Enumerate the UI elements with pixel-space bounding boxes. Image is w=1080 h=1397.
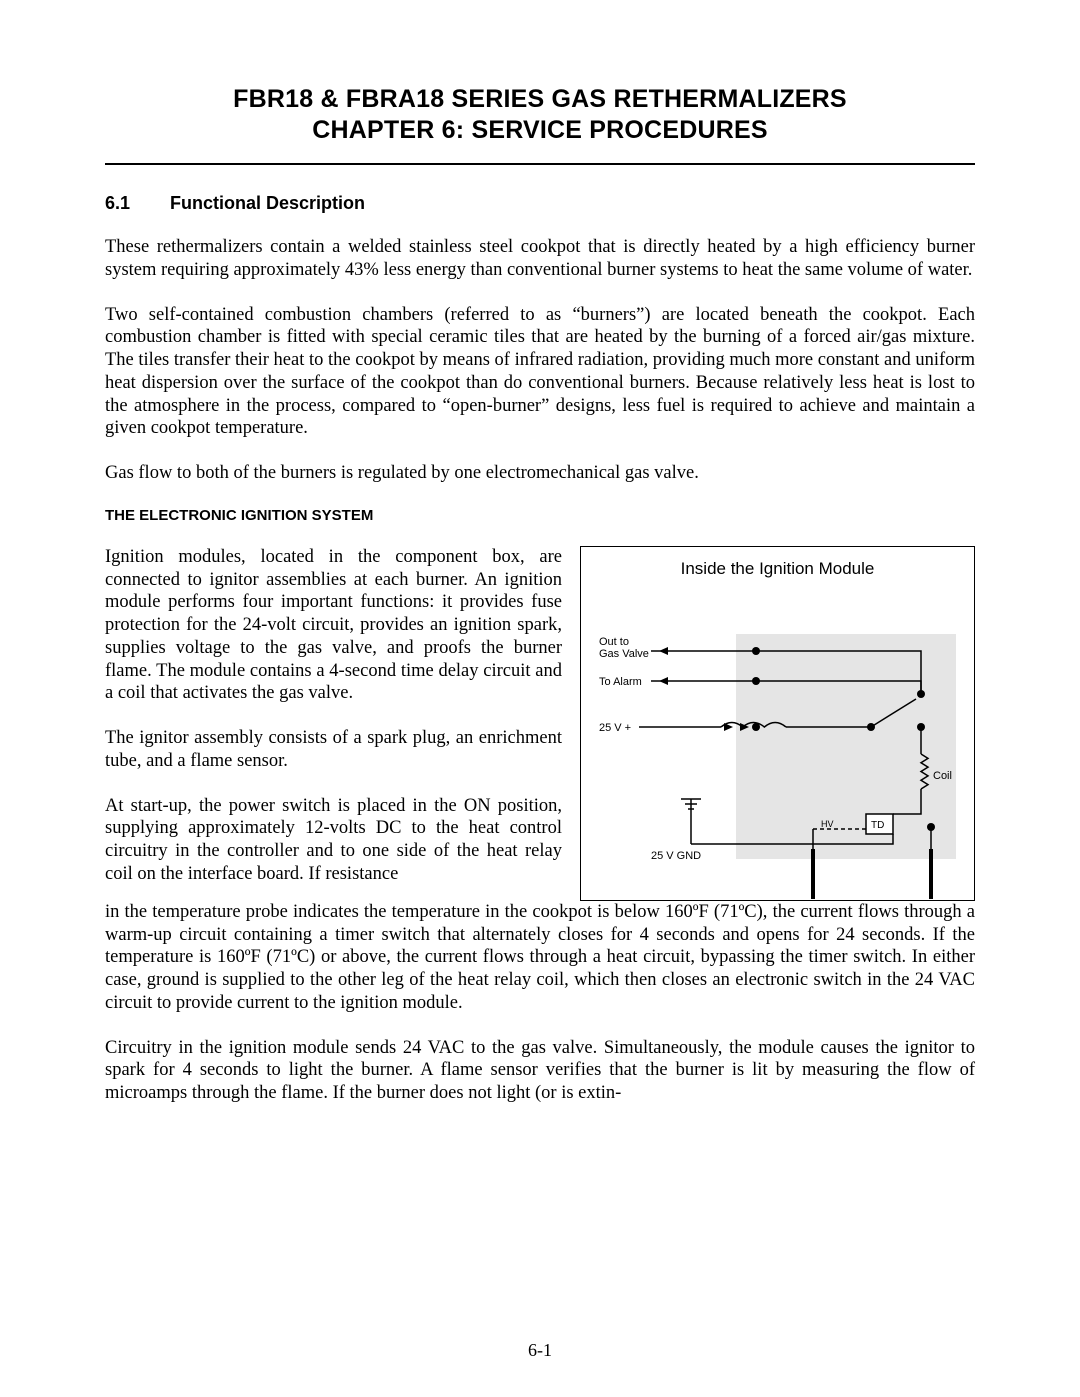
- wrapped-text-column: Ignition modules, located in the compone…: [105, 546, 562, 901]
- section-heading: 6.1 Functional Description: [105, 193, 975, 214]
- diagram-title: Inside the Ignition Module: [581, 559, 974, 579]
- paragraph-7: in the temperature probe indicates the t…: [105, 901, 975, 1015]
- svg-text:25 V GND: 25 V GND: [651, 850, 701, 862]
- paragraph-4: Ignition modules, located in the compone…: [105, 546, 562, 705]
- page-number: 6-1: [0, 1340, 1080, 1361]
- paragraph-2: Two self-contained combustion chambers (…: [105, 304, 975, 441]
- paragraph-1: These rethermalizers contain a welded st…: [105, 236, 975, 282]
- svg-text:TD: TD: [871, 820, 884, 831]
- svg-text:To Alarm: To Alarm: [599, 676, 642, 688]
- page-title-block: FBR18 & FBRA18 SERIES GAS RETHERMALIZERS…: [105, 85, 975, 145]
- title-line-1: FBR18 & FBRA18 SERIES GAS RETHERMALIZERS: [105, 85, 975, 114]
- ignition-module-diagram: Inside the Ignition Module Out toGas Val…: [580, 546, 975, 901]
- svg-text:Out to: Out to: [599, 636, 629, 648]
- diagram-svg: Out toGas Valve To Alarm 25 V + Coil TD HV 25 …: [581, 579, 975, 899]
- paragraph-6: At start-up, the power switch is placed …: [105, 795, 562, 886]
- section-number: 6.1: [105, 193, 165, 214]
- svg-text:25 V +: 25 V +: [599, 722, 631, 734]
- paragraph-3: Gas flow to both of the burners is regul…: [105, 462, 975, 485]
- section-name: Functional Description: [170, 193, 365, 213]
- title-line-2: CHAPTER 6: SERVICE PROCEDURES: [105, 116, 975, 145]
- svg-text:Gas Valve: Gas Valve: [599, 648, 649, 660]
- subheading-ignition: THE ELECTRONIC IGNITION SYSTEM: [105, 507, 975, 524]
- paragraph-5: The ignitor assembly consists of a spark…: [105, 727, 562, 773]
- text-with-figure-row: Ignition modules, located in the compone…: [105, 546, 975, 901]
- page: FBR18 & FBRA18 SERIES GAS RETHERMALIZERS…: [0, 0, 1080, 1397]
- svg-text:HV: HV: [821, 819, 834, 829]
- horizontal-rule: [105, 163, 975, 165]
- svg-text:Coil: Coil: [933, 770, 952, 782]
- paragraph-8: Circuitry in the ignition module sends 2…: [105, 1037, 975, 1105]
